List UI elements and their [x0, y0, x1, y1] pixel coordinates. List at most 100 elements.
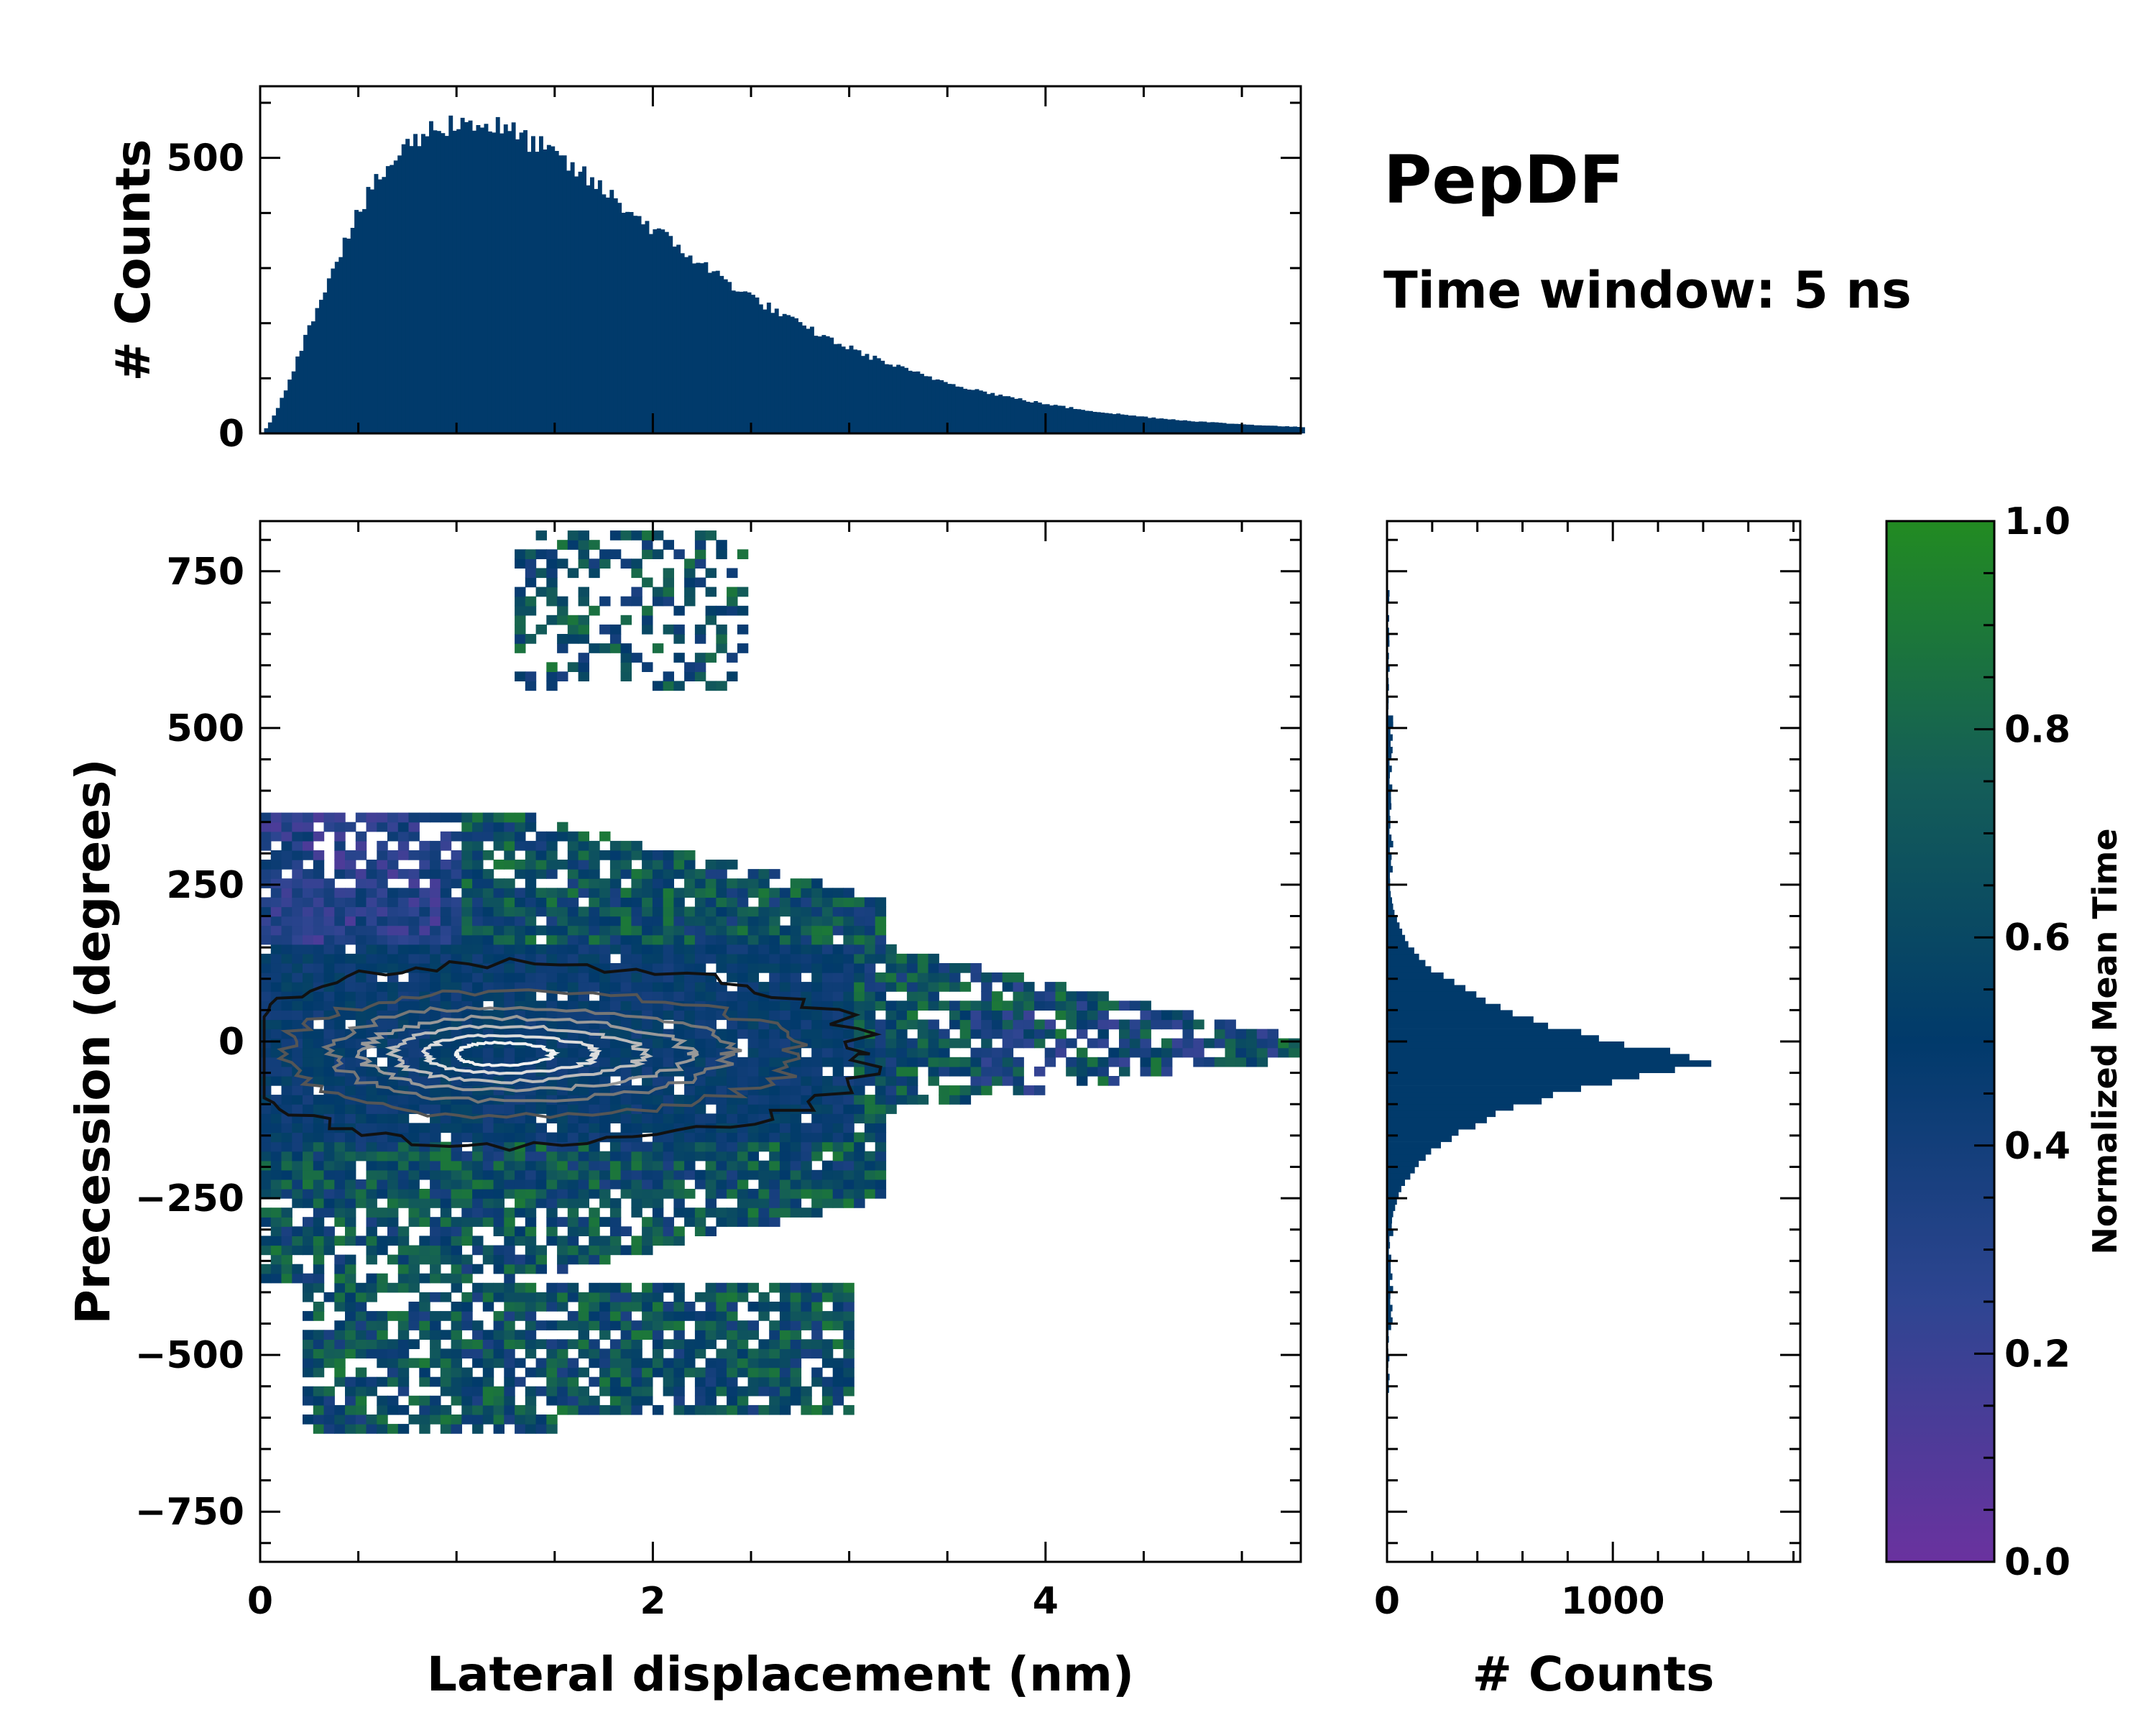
heatmap-cell [355, 897, 367, 908]
heatmap-cell [323, 1057, 335, 1067]
heatmap-cell [1140, 1047, 1151, 1058]
heatmap-cell [578, 549, 589, 559]
heatmap-cell [959, 1038, 972, 1049]
heatmap-cell [642, 888, 653, 898]
top-histogram-ytick-label: 0 [218, 413, 244, 456]
heatmap-cell [292, 982, 303, 992]
main-xlabel: Lateral displacement (nm) [427, 1647, 1134, 1702]
heatmap-cell [652, 1292, 664, 1302]
heatmap-cell [419, 925, 430, 936]
heatmap-cell [451, 1245, 462, 1256]
heatmap-cell [525, 1330, 537, 1340]
heatmap-cell [303, 878, 314, 888]
heatmap-cell [620, 1160, 632, 1171]
main-ytick-label: 0 [218, 1021, 244, 1064]
heatmap-cell [461, 1236, 473, 1246]
heatmap-cell [387, 897, 399, 908]
heatmap-cell [885, 1010, 897, 1021]
top-histogram-bar [743, 291, 747, 433]
heatmap-cell [525, 558, 537, 569]
heatmap-cell [461, 1208, 473, 1218]
heatmap-cell [727, 916, 738, 926]
top-histogram-bar [861, 356, 865, 433]
heatmap-cell [546, 1198, 558, 1208]
heatmap-cell [684, 1160, 696, 1171]
heatmap-cell [758, 1339, 770, 1349]
heatmap-cell [906, 963, 918, 973]
heatmap-cell [928, 1066, 939, 1077]
heatmap-cell [821, 1292, 834, 1302]
heatmap-cell [504, 840, 515, 851]
heatmap-cell [843, 953, 854, 964]
heatmap-cell [832, 1198, 844, 1208]
heatmap-cell [589, 1236, 600, 1246]
heatmap-cell [504, 1189, 515, 1199]
right-histogram-bar [1387, 834, 1392, 842]
heatmap-cell [705, 916, 717, 926]
heatmap-cell [504, 944, 515, 954]
heatmap-cell [355, 1141, 367, 1152]
right-histogram-bars [1387, 590, 1712, 1393]
heatmap-cell [440, 1047, 452, 1058]
heatmap-cell [525, 1236, 537, 1246]
heatmap-cell [747, 1000, 759, 1011]
heatmap-cell [821, 1320, 834, 1330]
heatmap-cell [397, 1330, 410, 1340]
heatmap-cell [387, 1236, 399, 1246]
heatmap-cell [906, 1085, 918, 1095]
heatmap-cell [535, 1386, 547, 1397]
heatmap-cell [578, 1151, 589, 1162]
heatmap-cell [663, 1047, 674, 1058]
heatmap-cell [504, 1358, 515, 1368]
heatmap-cell [567, 1254, 579, 1265]
heatmap-cell [599, 1085, 611, 1095]
top-histogram-bar [1273, 426, 1278, 433]
heatmap-cell [461, 1254, 473, 1265]
right-histogram-bar [1387, 1060, 1712, 1067]
heatmap-cell [599, 1151, 611, 1162]
heatmap-cell [854, 1141, 865, 1152]
heatmap-cell [292, 831, 303, 842]
heatmap-cell [525, 1282, 537, 1293]
heatmap-cell [515, 897, 526, 908]
heatmap-cell [535, 1010, 547, 1021]
top-histogram-bar [1179, 420, 1184, 433]
heatmap-cell [642, 1113, 653, 1123]
heatmap-cell [642, 1282, 653, 1293]
heatmap-cell [292, 972, 303, 983]
heatmap-cell [525, 634, 537, 644]
right-histogram-bar [1387, 828, 1390, 835]
heatmap-cell [472, 953, 484, 964]
heatmap-cell [694, 1169, 706, 1180]
heatmap-cell [567, 925, 579, 936]
heatmap-cell [408, 1302, 420, 1312]
heatmap-cell [567, 1104, 579, 1114]
heatmap-cell [864, 934, 876, 945]
right-histogram-bar [1387, 1355, 1390, 1362]
heatmap-cell [599, 1113, 611, 1123]
heatmap-cell [472, 1104, 484, 1114]
heatmap-cell [270, 1066, 282, 1077]
heatmap-cell [705, 1358, 717, 1368]
heatmap-cell [631, 944, 642, 954]
heatmap-cell [758, 1169, 770, 1180]
heatmap-cell [620, 1395, 632, 1406]
heatmap-cell [408, 1320, 420, 1330]
heatmap-cell [737, 1404, 749, 1415]
heatmap-cell [631, 1160, 642, 1171]
heatmap-cell [1225, 1047, 1236, 1058]
heatmap-cell [663, 671, 674, 681]
heatmap-cell [303, 1414, 314, 1425]
heatmap-cell [599, 1038, 611, 1049]
heatmap-cell [843, 1160, 854, 1171]
heatmap-cell [864, 1038, 876, 1049]
heatmap-cell [387, 1169, 399, 1180]
heatmap-cell [461, 1169, 473, 1180]
heatmap-cell [557, 831, 568, 842]
heatmap-cell [493, 934, 505, 945]
heatmap-cell [567, 840, 579, 851]
heatmap-cell [270, 1169, 282, 1180]
heatmap-cell [345, 822, 356, 832]
heatmap-cell [811, 1169, 823, 1180]
heatmap-cell [663, 1104, 674, 1114]
